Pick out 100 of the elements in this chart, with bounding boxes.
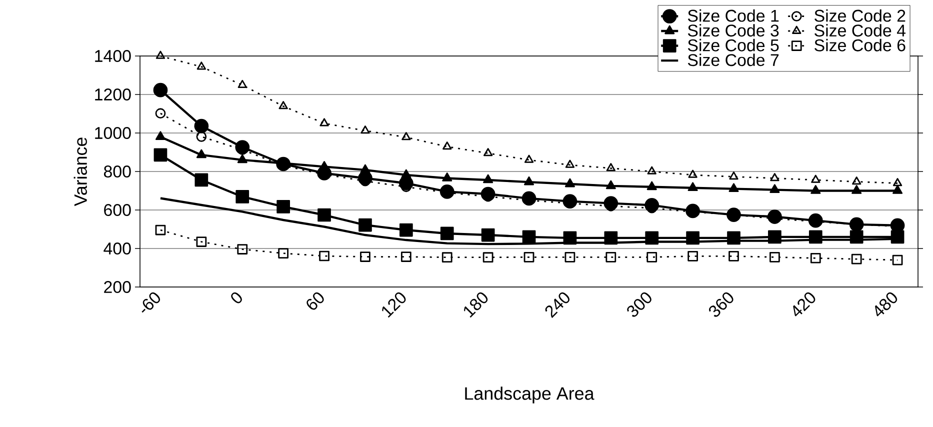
point xyxy=(481,228,495,242)
point xyxy=(810,185,821,194)
point xyxy=(358,218,372,232)
point xyxy=(155,131,166,140)
x-tick-label: 420 xyxy=(793,292,816,316)
y-tick-label: 600 xyxy=(104,204,131,216)
point xyxy=(194,118,209,134)
point xyxy=(440,226,454,240)
point xyxy=(155,108,166,119)
point xyxy=(196,236,207,247)
legend-label: Size Code 4 xyxy=(814,24,906,37)
point xyxy=(688,170,698,178)
x-tick-label: 480 xyxy=(875,292,898,316)
point xyxy=(604,231,618,245)
point xyxy=(400,252,412,262)
point xyxy=(606,163,616,172)
point xyxy=(646,252,658,262)
y-tick-label: 800 xyxy=(104,166,131,178)
point xyxy=(565,160,575,168)
point xyxy=(563,231,577,245)
point xyxy=(276,200,290,214)
point xyxy=(686,231,700,245)
legend-label: Size Code 2 xyxy=(814,9,906,22)
point xyxy=(360,252,370,262)
y-tick-label: 1000 xyxy=(95,127,131,139)
point xyxy=(564,178,575,188)
legend-label: Size Code 5 xyxy=(688,38,779,52)
point xyxy=(237,154,248,164)
point xyxy=(647,166,656,174)
legend-label: Size Code 3 xyxy=(688,24,779,37)
point xyxy=(320,118,329,126)
point xyxy=(646,181,657,190)
point xyxy=(728,183,739,192)
point xyxy=(483,174,494,184)
point xyxy=(196,149,206,158)
point xyxy=(852,176,862,185)
point xyxy=(727,231,740,245)
point xyxy=(892,185,903,194)
point xyxy=(811,174,820,183)
x-tick-label: -60 xyxy=(142,292,160,313)
point xyxy=(442,141,452,150)
legend-label: Size Code 7 xyxy=(688,54,779,66)
point xyxy=(810,252,821,264)
point xyxy=(770,173,780,182)
legend-label: Size Code 1 xyxy=(688,9,779,22)
point xyxy=(319,250,330,262)
point xyxy=(196,62,206,70)
point xyxy=(237,244,248,254)
point xyxy=(770,184,780,193)
point xyxy=(728,251,739,262)
x-tick-label: 60 xyxy=(306,292,324,310)
point xyxy=(688,251,698,262)
x-tick-label: 300 xyxy=(627,292,652,317)
legend-label: Size Code 6 xyxy=(814,38,906,52)
point xyxy=(318,208,331,222)
point xyxy=(402,132,411,140)
point xyxy=(564,252,576,262)
point xyxy=(153,82,168,98)
point xyxy=(890,230,904,244)
point xyxy=(524,176,534,186)
point xyxy=(524,154,534,163)
point xyxy=(156,50,166,59)
x-tick-label: 0 xyxy=(231,292,242,304)
point xyxy=(606,252,616,262)
point xyxy=(645,231,659,245)
point xyxy=(236,190,250,204)
point xyxy=(238,80,247,88)
point xyxy=(768,230,782,244)
point xyxy=(360,126,370,134)
point xyxy=(524,252,534,262)
point xyxy=(851,254,862,264)
point xyxy=(688,182,698,192)
x-tick-label: 120 xyxy=(382,292,406,318)
point xyxy=(808,230,822,244)
point xyxy=(154,148,168,162)
y-tick-label: 1400 xyxy=(95,50,131,62)
point xyxy=(442,172,452,182)
point xyxy=(729,172,738,180)
x-tick-label: 360 xyxy=(709,292,734,317)
y-tick-label: 1200 xyxy=(95,88,131,100)
y-tick-label: 200 xyxy=(104,281,131,293)
point xyxy=(482,252,494,263)
y-axis-title: Variance xyxy=(74,138,87,206)
point xyxy=(770,252,780,262)
x-axis-title: Landscape Area xyxy=(465,386,594,404)
point xyxy=(155,224,166,236)
point xyxy=(278,101,288,110)
x-tick-label: 240 xyxy=(545,292,570,318)
x-tick-label: 180 xyxy=(464,292,488,318)
point xyxy=(892,178,902,186)
point xyxy=(522,230,536,244)
point xyxy=(442,252,452,263)
point xyxy=(606,180,616,190)
point xyxy=(278,248,288,258)
point xyxy=(196,131,207,142)
point xyxy=(399,223,413,237)
point xyxy=(194,173,208,187)
point xyxy=(360,164,370,174)
point xyxy=(852,185,862,194)
y-tick-label: 400 xyxy=(104,242,131,254)
